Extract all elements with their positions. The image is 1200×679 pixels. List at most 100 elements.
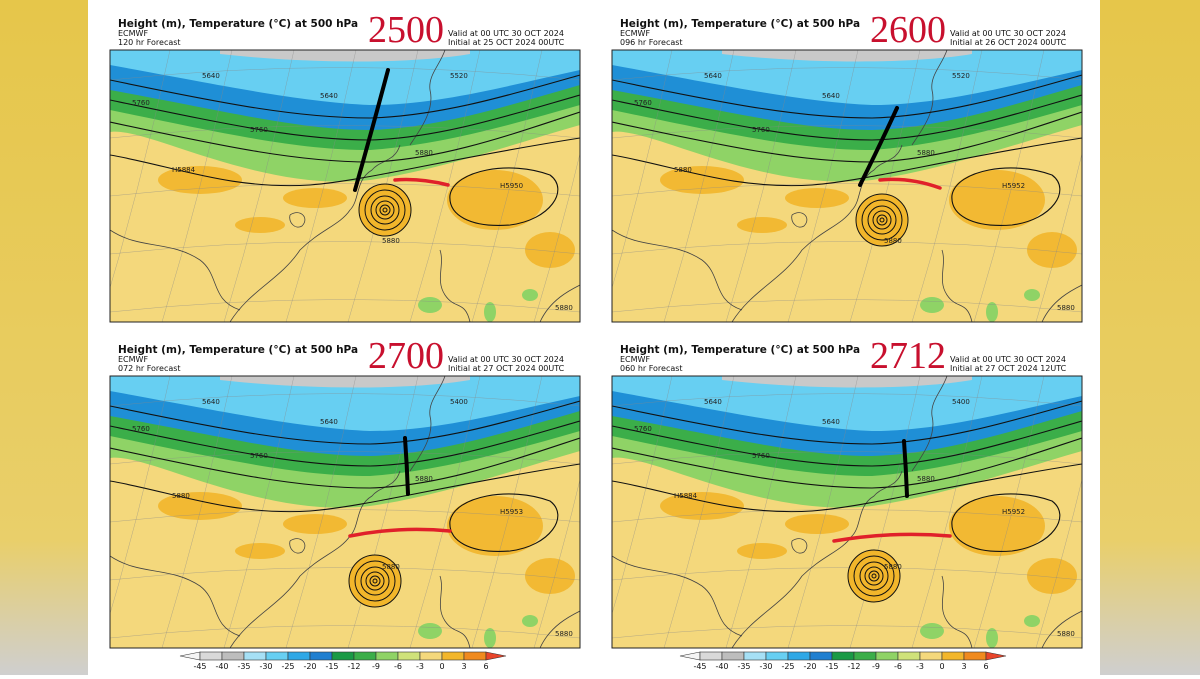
contour-label: H5884	[172, 166, 196, 174]
colorbar-label: -12	[847, 662, 860, 671]
warm-patch	[949, 496, 1045, 556]
meridian	[161, 50, 233, 322]
colorbar-label: -30	[259, 662, 272, 671]
contour-label: 5640	[202, 398, 220, 406]
drawn-trough-line	[858, 106, 899, 187]
coastline	[941, 249, 973, 322]
typhoon-contour	[859, 561, 889, 591]
temperature-band	[612, 376, 1082, 431]
typhoon-contour	[876, 214, 888, 226]
colorbar-cell	[897, 651, 921, 661]
contour-label: 5880	[415, 475, 433, 483]
contour-label: 5880	[415, 149, 433, 157]
temperature-band	[110, 376, 580, 431]
parallel	[110, 183, 580, 197]
contour-label: 5880	[917, 475, 935, 483]
colorbar-cell	[441, 651, 465, 661]
parallel	[110, 299, 580, 313]
height-contour	[449, 167, 559, 226]
map: 5520 5640 5760 5760 5640 5880 H5884 5880 H5950 58…	[110, 50, 580, 322]
coastline	[439, 575, 471, 648]
height-contour	[612, 74, 1082, 119]
drawn-trough-line	[902, 439, 909, 498]
model-name: ECMWF	[118, 355, 148, 364]
contour-label: 5880	[884, 563, 902, 571]
panel-title: Height (m), Temperature (°C) at 500 hPa	[118, 344, 358, 356]
map-frame	[611, 375, 1083, 649]
colorbar-label: -45	[193, 662, 206, 671]
warm-patch	[158, 492, 242, 520]
typhoon-contour	[879, 217, 885, 223]
typhoon-contour	[348, 554, 402, 608]
meridian	[725, 376, 797, 648]
parallel	[110, 625, 580, 639]
coastline	[612, 229, 743, 311]
colorbar-label: -3	[416, 662, 424, 671]
parallel	[612, 241, 1082, 255]
typhoon-contour	[871, 573, 877, 579]
meridian	[787, 50, 859, 322]
colorbar-label: -40	[715, 662, 728, 671]
meridian	[347, 376, 419, 648]
coastline	[229, 470, 401, 648]
height-contour	[449, 493, 559, 552]
colorbars: -45 -40 -35 -30 -25 -20 -15 -12 -9 -6 -3 0 3 6 -45 -40-…	[179, 651, 1007, 671]
warm-patch	[785, 188, 849, 208]
colorbar-label: -6	[394, 662, 402, 671]
green-patch	[484, 628, 496, 648]
initial-time: Initial at 26 OCT 2024 00UTC	[950, 38, 1067, 47]
colorbar-cell	[875, 651, 899, 661]
meridian	[973, 50, 1045, 322]
coastline	[539, 610, 580, 648]
meridian	[725, 50, 797, 322]
green-patch	[418, 297, 442, 313]
handwritten-annotation: 2700	[368, 335, 444, 377]
typhoon-contour	[364, 189, 406, 231]
parallel	[110, 67, 580, 81]
handwritten-annotation: 2712	[870, 335, 946, 377]
meridian	[285, 376, 357, 648]
meridian	[973, 376, 1045, 648]
height-contour	[612, 463, 1082, 513]
colorbar-label: -9	[372, 662, 380, 671]
coastline	[911, 376, 948, 472]
meridian	[409, 50, 481, 322]
colorbar-cell	[721, 651, 745, 661]
colorbar-label: -35	[237, 662, 250, 671]
colorbar-label: -35	[737, 662, 750, 671]
panel: Height (m), Temperature (°C) at 500 hPaE…	[109, 9, 581, 323]
green-patch	[1024, 615, 1040, 627]
colorbar-cell	[809, 651, 833, 661]
contour-label: 5880	[917, 149, 935, 157]
map: 5520 5640 5760 5760 5640 5880 5880 5880 H5952 588…	[612, 50, 1082, 322]
contour-label: H5952	[1002, 508, 1025, 516]
colorbar: -45 -40 -35 -30 -25 -20 -15 -12 -9 -6 -3 0 3 6	[179, 651, 507, 671]
height-contour	[110, 437, 580, 489]
green-patch	[986, 302, 998, 322]
parallel	[110, 567, 580, 581]
contour-label: 5640	[704, 398, 722, 406]
typhoon-contour	[372, 578, 378, 584]
typhoon-contour	[867, 205, 897, 235]
warm-patch	[1027, 558, 1077, 594]
meridian	[849, 376, 921, 648]
contour-label: H5953	[500, 508, 523, 516]
contour-label: 5760	[634, 425, 652, 433]
drawn-ridge-line	[878, 177, 942, 190]
colorbar-label: -30	[759, 662, 772, 671]
colorbar-cell	[765, 651, 789, 661]
drawn-trough-line	[353, 68, 390, 192]
coastline	[731, 470, 903, 648]
map: 5400 5640 5760 5760 5640 5880 5880 5880 H5953 588…	[110, 376, 580, 648]
contour-label: 5400	[952, 398, 970, 406]
drawn-ridge-line	[832, 532, 952, 543]
colorbar-label: -20	[803, 662, 816, 671]
parallel	[612, 625, 1082, 639]
colorbar-cell	[375, 651, 399, 661]
map-frame	[109, 49, 581, 323]
warm-patch	[283, 188, 347, 208]
colorbar: -45 -40 -35 -30 -25 -20 -15 -12 -9 -6 -3 0 3 6	[679, 651, 1007, 671]
colorbar-cell	[963, 651, 987, 661]
warm-patch	[737, 543, 787, 559]
